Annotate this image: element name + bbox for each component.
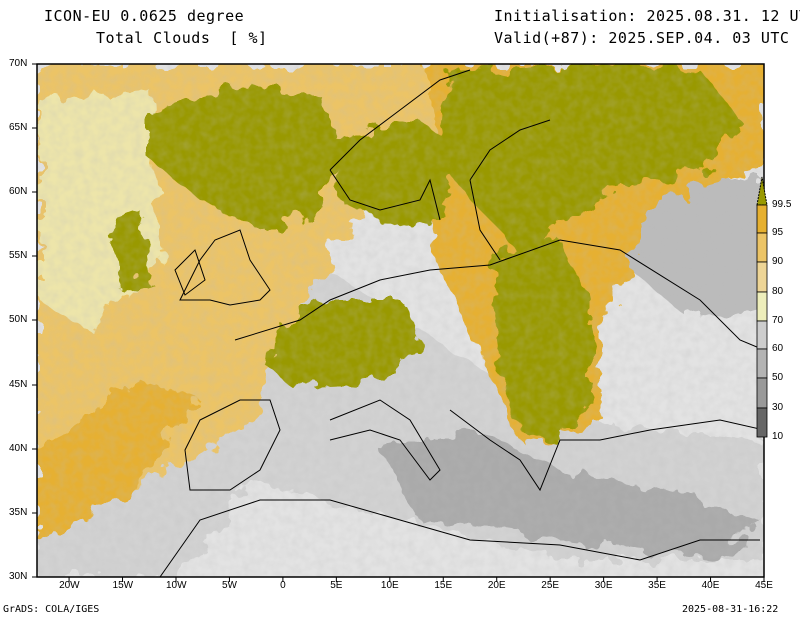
lon-label: 30E bbox=[594, 580, 613, 591]
lon-label: 45E bbox=[755, 580, 773, 591]
color-legend bbox=[756, 176, 768, 438]
lat-label: 65N bbox=[9, 122, 28, 133]
lat-label: 35N bbox=[9, 507, 28, 518]
lon-label: 40E bbox=[701, 580, 720, 591]
lon-label: 35E bbox=[648, 580, 666, 591]
legend-swatch bbox=[756, 204, 768, 234]
legend-swatch bbox=[756, 377, 768, 409]
render-timestamp: 2025-08-31-16:22 bbox=[682, 604, 779, 615]
legend-label: 90 bbox=[772, 256, 784, 267]
legend-swatch bbox=[756, 291, 768, 322]
lon-label: 20E bbox=[487, 580, 506, 591]
legend-swatch bbox=[756, 348, 768, 379]
valid-time: Valid(+87): 2025.SEP.04. 03 UTC bbox=[494, 29, 790, 47]
axis-ticks bbox=[32, 63, 37, 578]
lat-label: 55N bbox=[9, 250, 28, 261]
legend-label: 80 bbox=[772, 286, 784, 297]
model-title: ICON-EU 0.0625 degree bbox=[44, 7, 245, 25]
lon-label: 0 bbox=[280, 580, 286, 591]
lon-label: 25E bbox=[541, 580, 560, 591]
coastlines bbox=[159, 69, 764, 577]
lat-label: 50N bbox=[9, 314, 28, 325]
lat-label: 40N bbox=[9, 443, 28, 454]
lat-label: 45N bbox=[9, 379, 28, 390]
lon-label: 15W bbox=[112, 580, 134, 591]
legend-swatch bbox=[756, 232, 768, 263]
lon-label: 10W bbox=[165, 580, 187, 591]
legend-label: 50 bbox=[772, 372, 784, 383]
lon-label: 5E bbox=[330, 580, 343, 591]
legend-swatch bbox=[756, 261, 768, 293]
legend-swatch bbox=[756, 320, 768, 350]
cloud-field bbox=[37, 64, 764, 577]
legend-label: 95 bbox=[772, 227, 784, 238]
lon-label: 10E bbox=[380, 580, 399, 591]
lon-label: 20W bbox=[59, 580, 80, 591]
lat-label: 70N bbox=[9, 58, 28, 69]
legend-label: 99.5 bbox=[772, 199, 792, 210]
lon-label: 5W bbox=[221, 580, 237, 591]
legend-label: 10 bbox=[772, 431, 784, 442]
lon-label: 15E bbox=[434, 580, 453, 591]
variable-title: Total Clouds [ %] bbox=[96, 29, 268, 47]
legend-label: 60 bbox=[772, 343, 784, 354]
legend-label: 70 bbox=[772, 315, 784, 326]
initialisation-time: Initialisation: 2025.08.31. 12 UTC bbox=[494, 7, 800, 25]
legend-swatch bbox=[756, 407, 768, 438]
legend-label: 30 bbox=[772, 402, 784, 413]
lat-label: 30N bbox=[9, 571, 28, 582]
credit-label: GrADS: COLA/IGES bbox=[3, 604, 100, 615]
lat-label: 60N bbox=[9, 186, 28, 197]
